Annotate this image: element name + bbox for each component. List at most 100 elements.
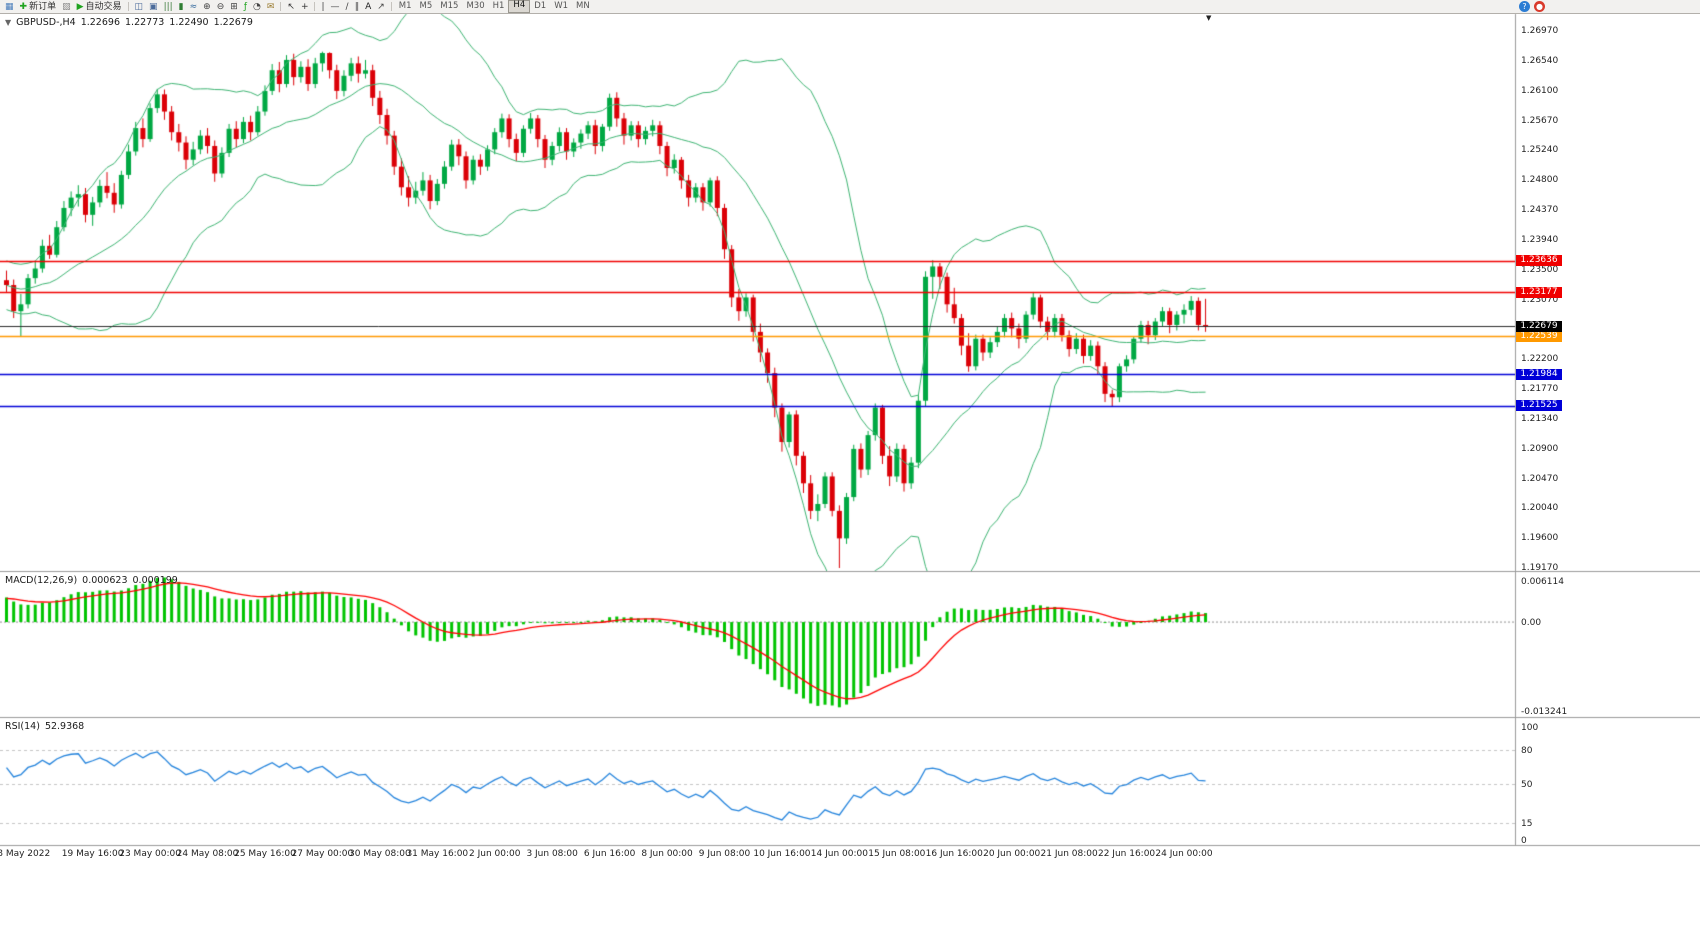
candlestick-chart-icon[interactable]: ▮ [176, 1, 187, 13]
zoom-out-icon[interactable]: ⊖ [214, 1, 228, 13]
auto-arrange-icon[interactable]: ⊞ [227, 1, 241, 13]
timeframe-w1-button[interactable]: W1 [554, 1, 568, 11]
rsi-value: 52.9368 [44, 721, 85, 732]
price-axis-tick: 1.24370 [1521, 205, 1559, 215]
macd-name: MACD(12,26,9) [5, 575, 78, 586]
chart-title: ▼ GBPUSD-,H4 1.22696 1.22773 1.22490 1.2… [5, 17, 253, 29]
timeframe-m15-button[interactable]: M15 [440, 1, 459, 11]
channel-icon[interactable]: ∥ [352, 1, 363, 13]
indicators-icon[interactable]: ƒ [241, 1, 250, 13]
time-axis-label: 23 May 00:00 [119, 849, 181, 859]
vertical-line-icon-glyph: | [321, 1, 325, 12]
time-axis-label: 15 Jun 08:00 [868, 849, 926, 859]
one-click-trading-toggle[interactable]: ▼ [5, 18, 12, 27]
price-level-badge: 1.21984 [1516, 368, 1562, 380]
macd-header: MACD(12,26,9) 0.000623 0.000199 [5, 575, 178, 586]
time-axis-label: 20 Jun 00:00 [983, 849, 1041, 859]
horizontal-line-icon[interactable]: — [328, 1, 343, 13]
cascade-windows-icon-glyph: ▣ [149, 1, 158, 12]
time-axis-label: 25 May 16:00 [234, 849, 296, 859]
price-axis-tick: 1.23070 [1521, 294, 1559, 305]
price-axis-tick: 1.20040 [1521, 503, 1559, 514]
tile-windows-icon-glyph: ◫ [134, 1, 144, 12]
timeframe-h4-button[interactable]: H4 [508, 0, 531, 13]
time-axis-label: 24 Jun 00:00 [1155, 849, 1213, 859]
timeframe-m30-button[interactable]: M30 [466, 1, 485, 11]
timeframe-m1-button[interactable]: M1 [398, 1, 412, 11]
new-order-button-glyph: ✚ [19, 1, 28, 12]
macd-signal-value: 0.000199 [132, 575, 178, 586]
text-tool-icon[interactable]: A [362, 1, 374, 13]
timeframe-mn-button[interactable]: MN [576, 1, 590, 11]
chart-close-value: 1.22679 [213, 17, 253, 28]
periods-icon[interactable]: ◔ [250, 1, 264, 13]
templates-icon[interactable]: ✉ [264, 1, 278, 13]
price-axis-tick: 1.23940 [1521, 234, 1559, 245]
auto-arrange-icon-glyph: ⊞ [230, 1, 238, 12]
time-axis-label: 31 May 16:00 [406, 849, 469, 859]
price-axis-tick: 1.21770 [1521, 384, 1559, 394]
time-axis-label: 10 Jun 16:00 [753, 849, 811, 859]
rsi-axis-tick: 15 [1521, 819, 1533, 830]
price-axis-tick: 1.19600 [1521, 533, 1559, 544]
cascade-windows-icon[interactable]: ▣ [146, 1, 161, 13]
time-axis-label: 27 May 00:00 [291, 849, 354, 859]
price-axis-tick: 1.19170 [1521, 563, 1559, 573]
arrows-tool-icon-glyph: ↗ [377, 1, 385, 12]
rsi-axis-tick: 50 [1521, 779, 1533, 790]
price-axis-tick: 1.25240 [1521, 145, 1559, 156]
time-axis-label: 22 Jun 16:00 [1097, 849, 1156, 859]
zoom-in-icon-glyph: ⊕ [203, 1, 211, 12]
autotrading-button-glyph: ▶ [76, 1, 84, 12]
time-axis-label: 14 Jun 00:00 [810, 849, 868, 859]
record-icon[interactable]: ● [1534, 1, 1545, 12]
cursor-icon[interactable]: ↖ [284, 1, 298, 13]
time-axis-label: 2 Jun 00:00 [469, 849, 521, 859]
new-chart-icon[interactable]: ▦ [2, 1, 17, 13]
tile-windows-icon[interactable]: ◫ [132, 1, 147, 13]
new-chart-icon-glyph: ▦ [5, 1, 14, 12]
macd-axis-tick: 0.006114 [1521, 577, 1564, 587]
price-level-badge: 1.23636 [1516, 255, 1562, 267]
help-icon[interactable]: ? [1519, 1, 1530, 12]
indicators-icon-glyph: ƒ [243, 1, 247, 12]
price-axis-tick: 1.20900 [1521, 443, 1559, 454]
price-axis-tick: 1.20470 [1521, 473, 1559, 484]
time-axis-label: 24 May 08:00 [176, 849, 239, 859]
bar-chart-icon[interactable]: ||| [161, 1, 176, 13]
chart-high-value: 1.22773 [125, 17, 165, 28]
chart-open-value: 1.22696 [80, 17, 120, 28]
line-chart-icon[interactable]: ≈ [187, 1, 201, 13]
toolbar-separator [314, 2, 316, 11]
time-axis-label: 8 Jun 00:00 [641, 849, 693, 859]
profiles-icon-glyph: ▧ [62, 1, 71, 12]
rsi-header: RSI(14) 52.9368 [5, 721, 84, 732]
macd-axis-tick: -0.013241 [1521, 707, 1568, 717]
templates-icon-glyph: ✉ [266, 1, 275, 12]
autotrading-button[interactable]: ▶ 自动交易 [74, 1, 125, 13]
price-axis-tick: 1.23500 [1521, 264, 1559, 275]
profiles-icon[interactable]: ▧ [59, 1, 74, 13]
channel-icon-glyph: ∥ [354, 1, 360, 12]
arrows-tool-icon[interactable]: ↗ [374, 1, 388, 13]
timeframe-h1-button[interactable]: H1 [492, 1, 505, 11]
new-order-button[interactable]: ✚ 新订单 [17, 1, 60, 13]
time-axis-label: 16 Jun 16:00 [925, 849, 983, 859]
price-axis-tick: 1.21340 [1521, 413, 1559, 424]
time-axis-label: 21 Jun 08:00 [1040, 849, 1098, 859]
price-axis-tick: 1.26970 [1521, 26, 1559, 36]
timeframe-m5-button[interactable]: M5 [419, 1, 433, 11]
timeframe-d1-button[interactable]: D1 [534, 1, 547, 11]
trendline-icon[interactable]: ∕ [343, 1, 352, 13]
price-axis-tick: 1.24800 [1521, 175, 1559, 186]
new-order-button-label: 新订单 [29, 1, 57, 12]
toolbar-separator [127, 2, 129, 11]
zoom-in-icon[interactable]: ⊕ [200, 1, 214, 13]
chart-low-value: 1.22490 [169, 17, 209, 28]
crosshair-icon[interactable]: + [298, 1, 312, 13]
vertical-line-icon[interactable]: | [318, 1, 327, 13]
chart-shift-marker[interactable]: ▼ [1206, 14, 1212, 22]
toolbar-separator [390, 2, 392, 11]
